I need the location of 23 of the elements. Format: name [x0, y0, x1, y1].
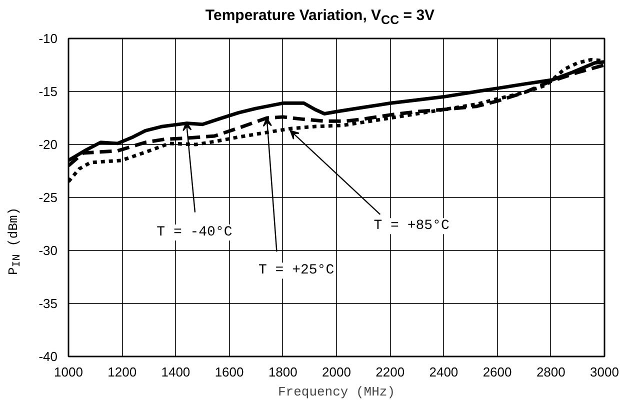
- x-tick-label: 3000: [590, 364, 619, 380]
- y-tick-label: -10: [38, 31, 58, 46]
- y-tick-label: -35: [38, 296, 58, 311]
- x-tick-label: 2600: [482, 364, 512, 380]
- annotation: T = +85°C: [374, 218, 450, 234]
- annotation: T = +25°C: [258, 262, 334, 279]
- y-tick-label: -40: [38, 349, 58, 364]
- y-tick-label: -15: [38, 84, 58, 99]
- x-tick-label: 1800: [268, 364, 298, 380]
- x-tick-label: 2400: [429, 364, 458, 380]
- y-tick-label: -20: [38, 137, 58, 152]
- x-tick-label: 2800: [536, 364, 566, 380]
- x-tick-label: 1000: [54, 364, 83, 380]
- y-tick-label: -30: [38, 243, 58, 258]
- x-axis-title: Frequency (MHz): [278, 384, 396, 400]
- x-tick-label: 1600: [214, 364, 244, 380]
- x-tick-label: 2200: [376, 364, 405, 380]
- x-tick-label: 2000: [322, 364, 351, 380]
- y-tick-label: -25: [38, 190, 58, 205]
- chart-title: Temperature Variation, V$_{CC}$ = 3V: [205, 7, 435, 27]
- x-tick-label: 1200: [108, 364, 137, 380]
- x-tick-label: 1400: [161, 364, 190, 380]
- annotation: T = -40°C: [156, 224, 232, 240]
